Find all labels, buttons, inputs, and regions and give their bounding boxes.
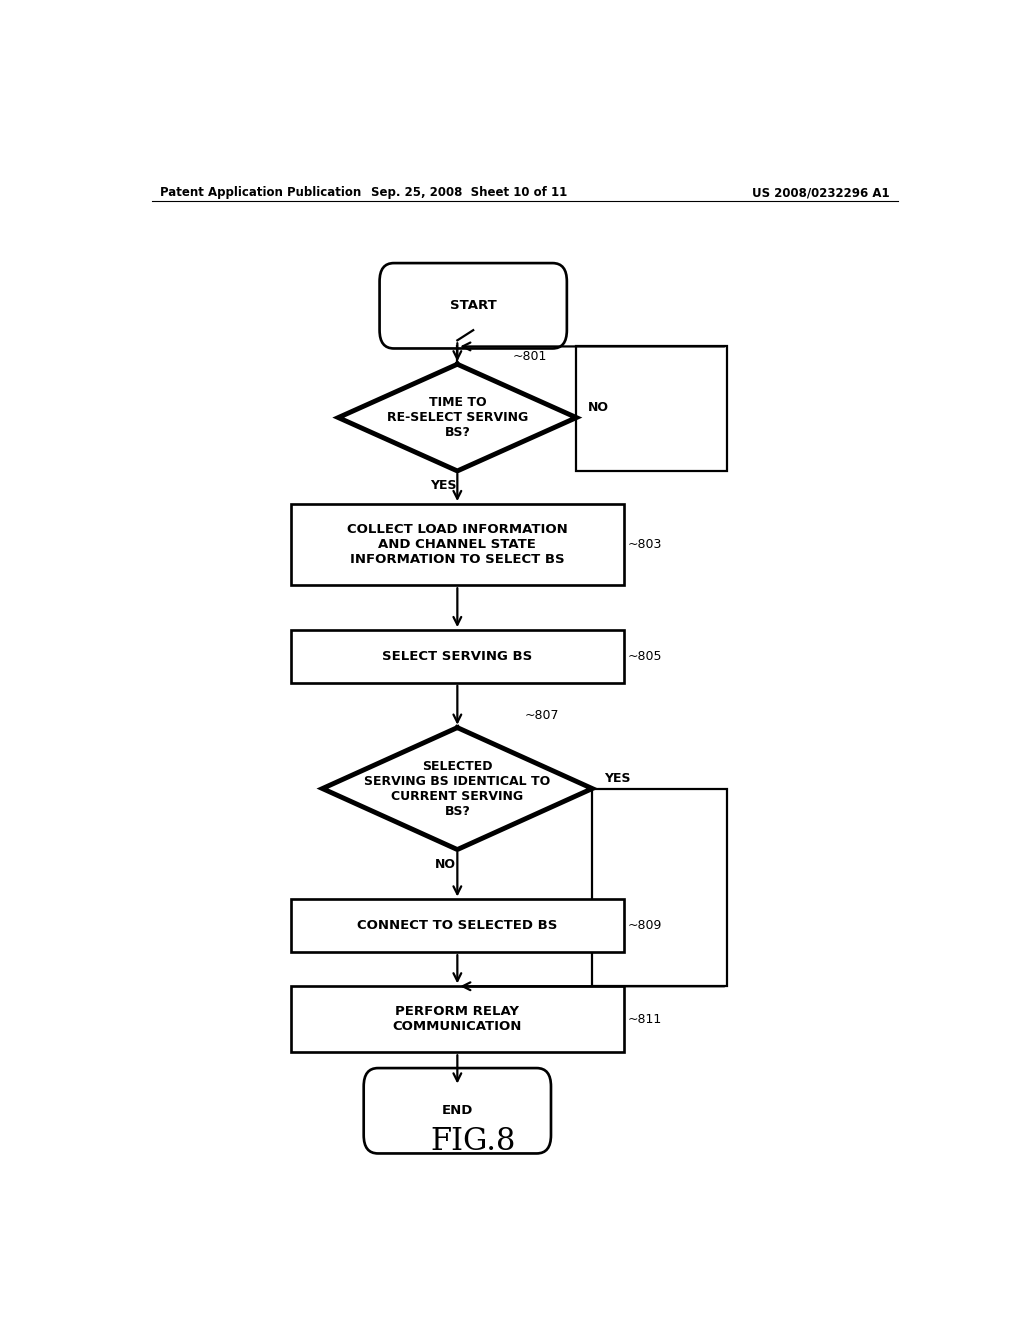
Bar xyxy=(291,899,624,952)
Text: END: END xyxy=(441,1105,473,1117)
Text: COLLECT LOAD INFORMATION
AND CHANNEL STATE
INFORMATION TO SELECT BS: COLLECT LOAD INFORMATION AND CHANNEL STA… xyxy=(347,523,567,566)
Text: SELECT SERVING BS: SELECT SERVING BS xyxy=(382,649,532,663)
Bar xyxy=(592,788,727,986)
Text: YES: YES xyxy=(604,772,631,785)
FancyBboxPatch shape xyxy=(364,1068,551,1154)
Text: Patent Application Publication: Patent Application Publication xyxy=(160,186,361,199)
Text: ~809: ~809 xyxy=(628,919,663,932)
FancyBboxPatch shape xyxy=(380,263,567,348)
Text: Sep. 25, 2008  Sheet 10 of 11: Sep. 25, 2008 Sheet 10 of 11 xyxy=(371,186,567,199)
Bar xyxy=(291,630,624,682)
Text: NO: NO xyxy=(435,858,456,871)
Text: START: START xyxy=(450,300,497,313)
Text: YES: YES xyxy=(430,479,457,492)
Bar xyxy=(291,986,624,1052)
Bar xyxy=(577,346,727,471)
Text: ~807: ~807 xyxy=(524,709,559,722)
Text: ~805: ~805 xyxy=(628,649,663,663)
Text: CONNECT TO SELECTED BS: CONNECT TO SELECTED BS xyxy=(357,919,557,932)
Text: ~811: ~811 xyxy=(628,1012,663,1026)
Text: FIG.8: FIG.8 xyxy=(430,1126,516,1156)
Text: TIME TO
RE-SELECT SERVING
BS?: TIME TO RE-SELECT SERVING BS? xyxy=(387,396,528,440)
Polygon shape xyxy=(338,364,577,471)
Text: NO: NO xyxy=(588,401,609,414)
Text: ~803: ~803 xyxy=(628,539,663,552)
Text: PERFORM RELAY
COMMUNICATION: PERFORM RELAY COMMUNICATION xyxy=(392,1006,522,1034)
Text: US 2008/0232296 A1: US 2008/0232296 A1 xyxy=(753,186,890,199)
Polygon shape xyxy=(323,727,592,850)
Bar xyxy=(291,504,624,585)
Text: SELECTED
SERVING BS IDENTICAL TO
CURRENT SERVING
BS?: SELECTED SERVING BS IDENTICAL TO CURRENT… xyxy=(365,759,551,817)
Text: ~801: ~801 xyxy=(513,350,547,363)
